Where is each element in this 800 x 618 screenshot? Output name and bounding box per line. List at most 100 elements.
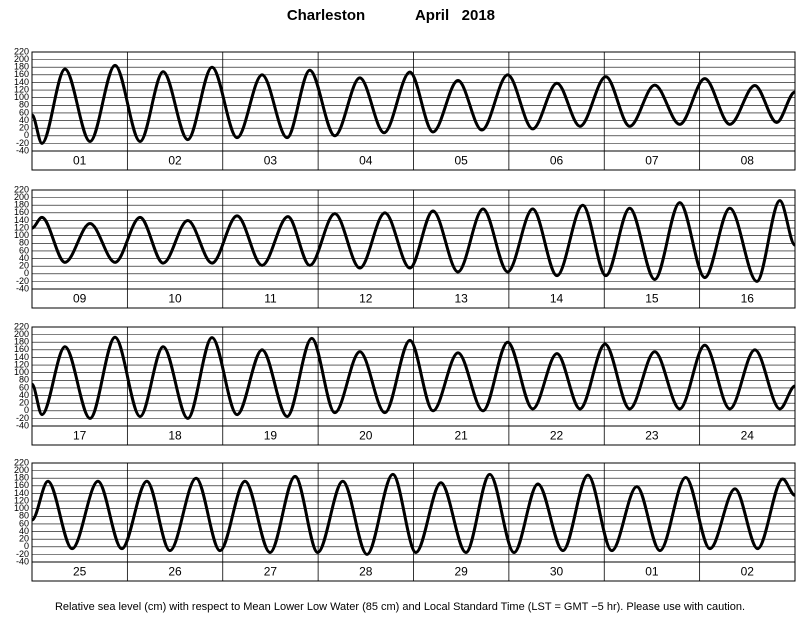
footer-note: Relative sea level (cm) with respect to … <box>55 601 745 613</box>
y-tick-label: 160 <box>14 69 29 79</box>
y-tick-label: 180 <box>14 337 29 347</box>
day-label: 29 <box>455 565 469 579</box>
y-tick-label: 140 <box>14 352 29 362</box>
panel-frame <box>31 51 796 171</box>
day-label: 01 <box>73 154 87 168</box>
y-tick-label: -40 <box>16 283 29 293</box>
y-tick-label: 60 <box>19 107 29 117</box>
tide-curve <box>31 199 797 283</box>
station-title: Charleston <box>287 7 365 24</box>
day-label: 22 <box>550 429 564 443</box>
y-tick-label: 20 <box>19 261 29 271</box>
day-label: 18 <box>168 429 182 443</box>
y-tick-label: 180 <box>14 62 29 72</box>
day-label: 14 <box>550 292 564 306</box>
day-label: 17 <box>73 429 87 443</box>
y-tick-label: 80 <box>19 511 29 521</box>
day-label: 27 <box>264 565 278 579</box>
day-label: 02 <box>741 565 755 579</box>
y-tick-label: 120 <box>14 222 29 232</box>
y-tick-label: 20 <box>19 534 29 544</box>
day-label: 12 <box>359 292 373 306</box>
y-tick-label: 60 <box>19 382 29 392</box>
day-label: 25 <box>73 565 87 579</box>
y-tick-label: 120 <box>14 359 29 369</box>
tide-curve <box>30 472 796 556</box>
day-label: 24 <box>741 429 755 443</box>
y-tick-label: 100 <box>14 367 29 377</box>
day-label: 09 <box>73 292 87 306</box>
y-tick-label: 180 <box>14 200 29 210</box>
y-tick-label: 200 <box>14 54 29 64</box>
y-tick-label: 140 <box>14 488 29 498</box>
y-tick-label: 20 <box>19 398 29 408</box>
y-tick-label: 220 <box>14 321 29 331</box>
y-tick-label: 60 <box>19 518 29 528</box>
y-tick-label: 40 <box>19 526 29 536</box>
day-label: 15 <box>645 292 659 306</box>
y-tick-label: 0 <box>24 405 29 415</box>
y-tick-label: 100 <box>14 230 29 240</box>
y-tick-label: 120 <box>14 495 29 505</box>
day-label: 10 <box>168 292 182 306</box>
y-tick-label: 220 <box>14 184 29 194</box>
y-tick-label: 160 <box>14 207 29 217</box>
y-tick-label: 40 <box>19 115 29 125</box>
day-label: 21 <box>455 429 469 443</box>
day-label: 13 <box>455 292 469 306</box>
y-tick-label: 80 <box>19 238 29 248</box>
y-tick-label: 220 <box>14 457 29 467</box>
y-tick-label: 140 <box>14 215 29 225</box>
y-tick-label: -40 <box>16 420 29 430</box>
y-tick-label: 100 <box>14 503 29 513</box>
y-tick-label: 160 <box>14 344 29 354</box>
day-label: 28 <box>359 565 373 579</box>
y-tick-label: 100 <box>14 92 29 102</box>
y-tick-label: 0 <box>24 268 29 278</box>
y-tick-label: 200 <box>14 329 29 339</box>
date-title: April 2018 <box>415 7 495 24</box>
day-label: 19 <box>264 429 278 443</box>
day-label: 07 <box>645 154 659 168</box>
y-tick-label: 200 <box>14 465 29 475</box>
y-tick-label: -20 <box>16 138 29 148</box>
y-tick-label: 180 <box>14 473 29 483</box>
y-tick-label: -20 <box>16 549 29 559</box>
y-tick-label: 200 <box>14 192 29 202</box>
y-tick-label: 80 <box>19 375 29 385</box>
day-label: 01 <box>645 565 659 579</box>
y-tick-label: 0 <box>24 541 29 551</box>
panel-frame <box>31 462 796 582</box>
day-label: 30 <box>550 565 564 579</box>
y-tick-label: 140 <box>14 77 29 87</box>
day-label: 04 <box>359 154 373 168</box>
day-label: 20 <box>359 429 373 443</box>
y-tick-label: 20 <box>19 123 29 133</box>
day-label: 16 <box>741 292 755 306</box>
day-label: 11 <box>264 292 277 306</box>
y-tick-label: 160 <box>14 480 29 490</box>
day-label: 03 <box>264 154 278 168</box>
y-tick-label: 0 <box>24 130 29 140</box>
y-tick-label: 40 <box>19 253 29 263</box>
y-tick-label: -40 <box>16 556 29 566</box>
panel-frame <box>31 189 796 309</box>
day-label: 06 <box>550 154 564 168</box>
y-tick-label: -40 <box>16 145 29 155</box>
y-tick-label: 80 <box>19 100 29 110</box>
day-label: 05 <box>455 154 469 168</box>
day-label: 02 <box>168 154 182 168</box>
y-tick-label: 220 <box>14 46 29 56</box>
y-tick-label: -20 <box>16 413 29 423</box>
y-tick-label: 120 <box>14 84 29 94</box>
tide-curve <box>30 63 796 145</box>
y-tick-label: 60 <box>19 245 29 255</box>
day-label: 08 <box>741 154 755 168</box>
day-label: 26 <box>168 565 182 579</box>
y-tick-label: 40 <box>19 390 29 400</box>
y-tick-label: -20 <box>16 276 29 286</box>
day-label: 23 <box>645 429 659 443</box>
tide-curve <box>30 335 796 420</box>
